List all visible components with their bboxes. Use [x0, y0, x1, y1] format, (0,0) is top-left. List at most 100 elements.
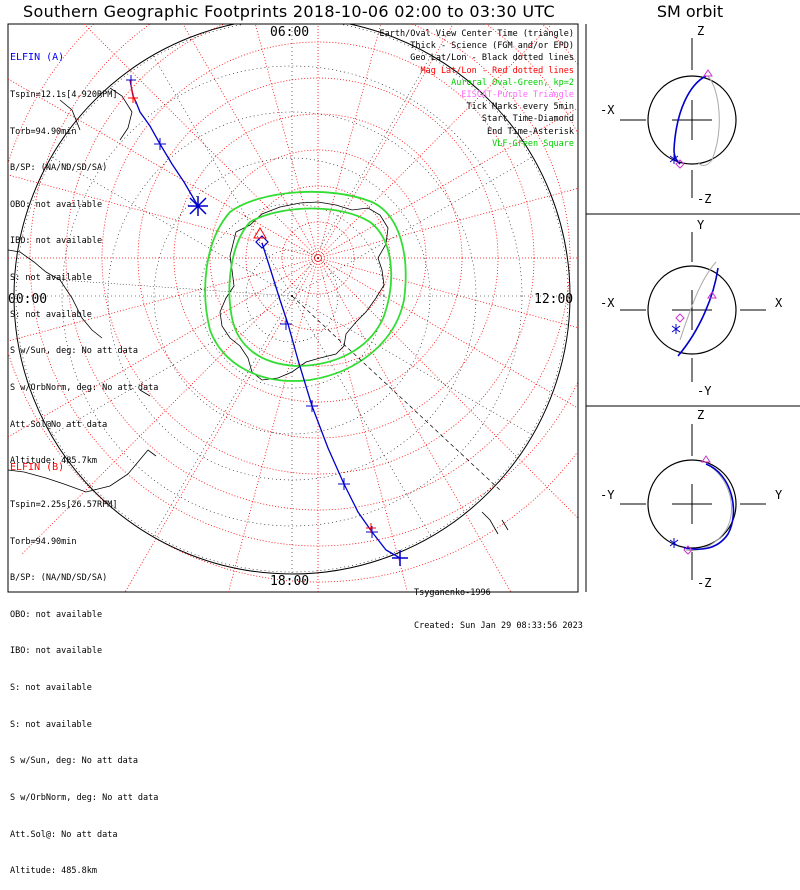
- mag-lon-line: [317, 24, 454, 259]
- elfin-b-line: S w/Sun, deg: No att data: [10, 756, 138, 767]
- mag-lon-line: [317, 257, 578, 329]
- view-center-line: [291, 295, 501, 491]
- sm3-right: Y: [775, 488, 783, 502]
- start-time-diamond: [255, 235, 269, 249]
- tick-marks-red: [128, 93, 376, 533]
- auroral-oval-outer: [204, 190, 407, 382]
- sm1-top: Z: [697, 24, 705, 38]
- elfin-b-line: Att.Sol@: No att data: [10, 829, 118, 840]
- elfin-a-line: OBO: not available: [10, 199, 103, 210]
- elfin-b-line: Torb=94.90min: [10, 536, 77, 547]
- legend: Earth/Oval View Center Time (triangle) T…: [380, 28, 574, 150]
- mag-lon-line: [254, 24, 319, 259]
- hour-label-left: 00:00: [8, 292, 48, 307]
- mag-lon-line: [228, 257, 319, 592]
- mag-lon-line: [317, 107, 578, 259]
- mag-lon-line: [8, 174, 319, 259]
- mag-lon-line: [20, 257, 319, 556]
- antarctica-coastline: [219, 201, 389, 381]
- elfin-b-line: B/SP: (NA/ND/SD/SA): [10, 573, 108, 584]
- elfin-a-info: ELFIN (A) Tspin=12.1s[4.920RPM] Torb=94.…: [10, 28, 158, 480]
- sm-panel-yz: [620, 424, 766, 580]
- elfin-a-track-lower: [261, 242, 401, 559]
- mag-lon-line: [182, 24, 319, 259]
- africa-coastline: [59, 87, 133, 141]
- elfin-b-line: S: not available: [10, 719, 92, 730]
- legend-entry: End Time-Asterisk: [487, 126, 574, 137]
- geo-lon-line: [291, 295, 432, 537]
- geo-lat-circle: [245, 249, 339, 343]
- end-time-asterisk: [188, 196, 408, 566]
- elfin-a-line: B/SP: (NA/ND/SD/SA): [10, 163, 108, 174]
- sm2-top: Y: [697, 218, 705, 232]
- legend-entry: Mag Lat/Lon - Red dotted lines: [420, 65, 574, 76]
- legend-entry: VLF-Green Square: [492, 138, 574, 149]
- geo-lat-circle: [153, 157, 431, 435]
- map-frame: [7, 23, 579, 593]
- model-label: Tsyganenko-1996: [414, 588, 491, 598]
- geo-lon-line: [291, 156, 533, 297]
- geo-lat-circle: [61, 65, 523, 527]
- mag-lon-line: [317, 187, 578, 259]
- sm-panel-xz: [620, 38, 737, 198]
- sm3-top: Z: [697, 408, 705, 422]
- mag-lon-line: [317, 24, 553, 259]
- tick-marks: [126, 75, 378, 538]
- sm1-bottom: -Z: [697, 192, 712, 206]
- elfin-a-line: Altitude: 485.7km: [10, 456, 97, 467]
- elfin-b-line: Altitude: 485.8km: [10, 866, 97, 877]
- mag-lon-line: [8, 257, 319, 438]
- elfin-b-line: S w/OrbNorm, deg: No att data: [10, 792, 159, 803]
- sm-orbit-title: SM orbit: [656, 2, 724, 21]
- auroral-oval-inner: [228, 207, 393, 367]
- legend-entry: Start Time-Diamond: [481, 114, 574, 125]
- map-boundary: [13, 24, 571, 575]
- footer: Tsyganenko-1996 Created: Sun Jan 29 08:3…: [414, 566, 583, 643]
- geo-lon-line: [152, 295, 293, 537]
- newzealand-coastline: [481, 511, 509, 535]
- elfin-b-info: ELFIN (B) Tspin=2.25s[26.57RPM] Torb=94.…: [10, 438, 158, 890]
- elfin-a-line: IBO: not available: [10, 236, 103, 247]
- mag-lon-line: [83, 24, 319, 259]
- sm2-left: -X: [600, 296, 615, 310]
- view-center-triangle: [253, 227, 267, 239]
- elfin-a-line: S: not available: [10, 273, 92, 284]
- mag-lon-line: [124, 257, 319, 592]
- legend-entry: Tick Marks every 5min: [466, 102, 574, 113]
- australia-coastline: [8, 389, 157, 493]
- mag-lon-line: [317, 257, 408, 592]
- legend-entry: Auroral Oval-Green, kp=2: [451, 77, 574, 88]
- legend-entry: Earth/Oval View Center Time (triangle): [379, 29, 574, 39]
- hour-label-right: 12:00: [534, 292, 574, 307]
- mag-lon-line: [317, 24, 382, 259]
- elfin-a-header: ELFIN (A): [10, 52, 65, 64]
- mag-lon-line: [317, 257, 578, 519]
- sm1-left: -X: [600, 103, 615, 117]
- sm3-left: -Y: [600, 488, 615, 502]
- elfin-a-line: Torb=94.90min: [10, 126, 77, 137]
- mag-lon-line: [317, 257, 512, 592]
- mag-lon-line: [317, 257, 578, 409]
- legend-entry: Geo Lat/Lon - Black dotted lines: [410, 53, 574, 64]
- footprint-plot: [7, 23, 800, 593]
- sm3-bottom: -Z: [697, 576, 712, 590]
- elfin-b-header: ELFIN (B): [10, 462, 65, 474]
- page-title: Southern Geographic Footprints 2018-10-0…: [23, 2, 555, 21]
- sm-panel-xy: [620, 232, 766, 382]
- hour-label-top: 06:00: [270, 25, 310, 40]
- legend-entry: Thick - Science (FGM and/or EPD): [410, 41, 574, 52]
- elfin-b-line: S: not available: [10, 683, 92, 694]
- elfin-a-line: S w/Sun, deg: No att data: [10, 346, 138, 357]
- legend-entry: EISCAT-Purple Triangle: [461, 90, 574, 101]
- elfin-b-line: Tspin=2.25s[26.57RPM]: [10, 500, 118, 511]
- elfin-a-line: S: not available: [10, 309, 92, 320]
- sm2-right: X: [775, 296, 783, 310]
- elfin-b-line: OBO: not available: [10, 609, 103, 620]
- mag-lon-line: [8, 78, 319, 259]
- elfin-a-line: S w/OrbNorm, deg: No att data: [10, 382, 159, 393]
- elfin-a-line: Tspin=12.1s[4.920RPM]: [10, 90, 118, 101]
- elfin-a-line: Att.Sol@No att data: [10, 419, 108, 430]
- hour-label-bottom: 18:00: [270, 574, 310, 589]
- created-label: Created: Sun Jan 29 08:33:56 2023: [414, 621, 583, 631]
- elfin-b-line: IBO: not available: [10, 646, 103, 657]
